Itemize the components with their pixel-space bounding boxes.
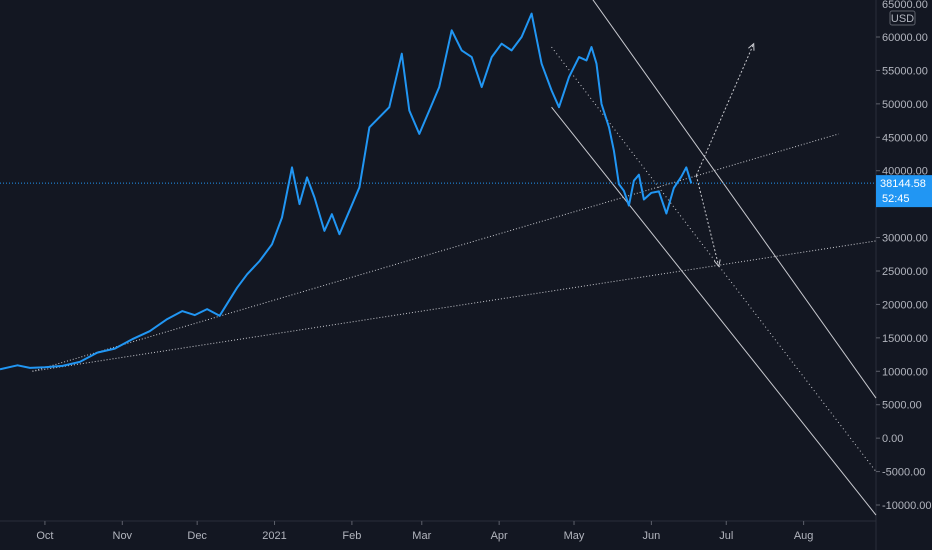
y-tick-label: 45000.00 — [882, 132, 928, 144]
y-tick-label: 30000.00 — [882, 233, 928, 245]
y-tick-label: 15000.00 — [882, 333, 928, 345]
y-tick-label: -5000.00 — [882, 467, 925, 479]
x-tick-label: May — [564, 530, 585, 542]
y-tick-label: 0.00 — [882, 433, 903, 445]
last-price-badge — [876, 175, 932, 208]
x-tick-label: Jul — [719, 530, 733, 542]
x-tick-label: Aug — [794, 530, 814, 542]
price-line — [0, 12, 693, 371]
currency-label: USD — [891, 13, 914, 25]
x-axis-ticks: Oct Nov Dec 2021 Feb Mar Apr May Jun Jul Aug — [36, 521, 813, 542]
y-tick-label: -10000.00 — [882, 500, 932, 512]
drawing-tools-layer[interactable] — [32, 0, 877, 516]
x-tick-label: 2021 — [262, 530, 286, 542]
y-tick-label: 5000.00 — [882, 400, 922, 412]
last-price-layer: 38144.58 52:45 — [0, 175, 932, 208]
trend-line[interactable] — [32, 240, 877, 372]
last-price-value: 38144.58 — [880, 178, 926, 190]
y-tick-label: 25000.00 — [882, 266, 928, 278]
y-tick-label: 60000.00 — [882, 32, 928, 44]
x-tick-label: Mar — [412, 530, 431, 542]
x-tick-label: Dec — [187, 530, 207, 542]
x-tick-label: Jun — [643, 530, 661, 542]
bar-countdown: 52:45 — [882, 193, 910, 205]
x-tick-label: Nov — [113, 530, 133, 542]
projection-arrow-head — [713, 259, 721, 268]
trend-line[interactable] — [32, 133, 839, 372]
projection-arrow-head — [748, 42, 755, 51]
y-tick-label: 55000.00 — [882, 65, 928, 77]
channel-line[interactable] — [551, 106, 877, 516]
channel-line[interactable] — [529, 0, 877, 399]
x-tick-label: Feb — [342, 530, 361, 542]
y-axis-ticks: 60000.00 55000.00 50000.00 45000.00 40000.00… — [876, 32, 932, 512]
currency-badge[interactable] — [889, 10, 916, 26]
series-layer — [0, 12, 693, 371]
x-tick-label: Apr — [491, 530, 508, 542]
y-tick-label: 20000.00 — [882, 299, 928, 311]
y-tick-label: 40000.00 — [882, 166, 928, 178]
x-tick-label: Oct — [36, 530, 53, 542]
y-tick-label: 50000.00 — [882, 99, 928, 111]
y-tick-label: 10000.00 — [882, 366, 928, 378]
y-axis-top-label: 65000.00 — [882, 0, 928, 11]
